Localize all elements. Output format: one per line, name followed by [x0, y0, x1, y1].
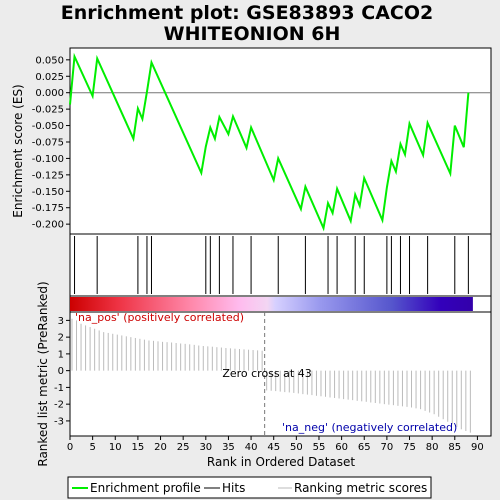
- metric-y-tick-label: 3: [58, 316, 64, 327]
- metric-y-tick-label: 1: [58, 349, 64, 360]
- metric-y-tick-label: 0: [58, 366, 64, 377]
- x-tick-label: 10: [109, 442, 122, 453]
- x-tick-label: 30: [199, 442, 212, 453]
- es-y-tick-label: -0.175: [32, 203, 64, 214]
- es-y-tick-label: -0.125: [32, 170, 64, 181]
- hits-marks: [74, 236, 469, 294]
- neg-correlated-label: 'na_neg' (negatively correlated): [282, 421, 457, 434]
- rank-color-band: [70, 297, 473, 311]
- es-y-tick-label: -0.200: [32, 220, 64, 231]
- metric-y-axis-label: Ranked list metric (PreRanked): [36, 281, 50, 466]
- pos-correlated-label: 'na_pos' (positively correlated): [75, 311, 244, 324]
- es-y-tick-label: -0.100: [32, 154, 64, 165]
- metric-y-tick-label: -3: [54, 416, 64, 427]
- legend-metric-label: Ranking metric scores: [294, 481, 427, 495]
- es-y-tick-label: -0.075: [32, 137, 64, 148]
- x-tick-label: 5: [89, 442, 95, 453]
- es-y-axis: 0.050 0.025 0.000 -0.025 -0.050 -0.075 -0.100 -…: [32, 55, 70, 231]
- es-y-tick-label: 0.025: [35, 72, 64, 83]
- x-tick-label: 20: [154, 442, 167, 453]
- es-y-tick-label: 0.000: [35, 88, 64, 99]
- x-tick-label: 85: [448, 442, 461, 453]
- chart-title-line1: Enrichment plot: GSE83893 CACO2: [61, 2, 434, 24]
- enrichment-profile-line: [69, 52, 470, 232]
- legend-enrichment-label: Enrichment profile: [90, 481, 201, 495]
- es-y-tick-label: -0.025: [32, 105, 64, 116]
- enrichment-plot-area: [69, 47, 492, 235]
- chart-title-line2: WHITEONION 6H: [164, 23, 341, 45]
- x-tick-label: 55: [313, 442, 326, 453]
- es-y-tick-label: 0.050: [35, 55, 64, 66]
- x-axis-label: Rank in Ordered Dataset: [207, 455, 355, 469]
- ranked-metric-bars: [71, 318, 471, 433]
- metric-y-tick-label: -2: [54, 400, 64, 411]
- x-tick-label: 50: [290, 442, 303, 453]
- metric-y-axis: 3 2 1 0 -1 -2 -3: [54, 316, 70, 427]
- x-tick-label: 65: [358, 442, 371, 453]
- hits-plot-area: [69, 233, 492, 297]
- x-tick-label: 25: [177, 442, 190, 453]
- x-tick-label: 70: [381, 442, 394, 453]
- es-y-tick-label: -0.150: [32, 187, 64, 198]
- x-tick-label: 60: [335, 442, 348, 453]
- es-y-axis-label: Enrichment score (ES): [11, 84, 25, 217]
- es-y-tick-label: -0.050: [32, 121, 64, 132]
- x-tick-label: 35: [222, 442, 235, 453]
- metric-y-tick-label: 2: [58, 333, 64, 344]
- x-tick-label: 90: [471, 442, 484, 453]
- metric-x-axis: 0 5 10 15 20 25 30 35 40 45 50 55 60 65 70 75 80 85 90: [67, 436, 484, 453]
- x-tick-label: 0: [67, 442, 73, 453]
- legend: [67, 476, 432, 499]
- metric-y-tick-label: -1: [54, 383, 64, 394]
- x-tick-label: 15: [132, 442, 145, 453]
- x-tick-label: 40: [245, 442, 258, 453]
- legend-hits-label: Hits: [222, 481, 245, 495]
- zero-cross-label: Zero cross at 43: [222, 367, 311, 380]
- x-tick-label: 45: [267, 442, 280, 453]
- x-tick-label: 80: [426, 442, 439, 453]
- x-tick-label: 75: [403, 442, 416, 453]
